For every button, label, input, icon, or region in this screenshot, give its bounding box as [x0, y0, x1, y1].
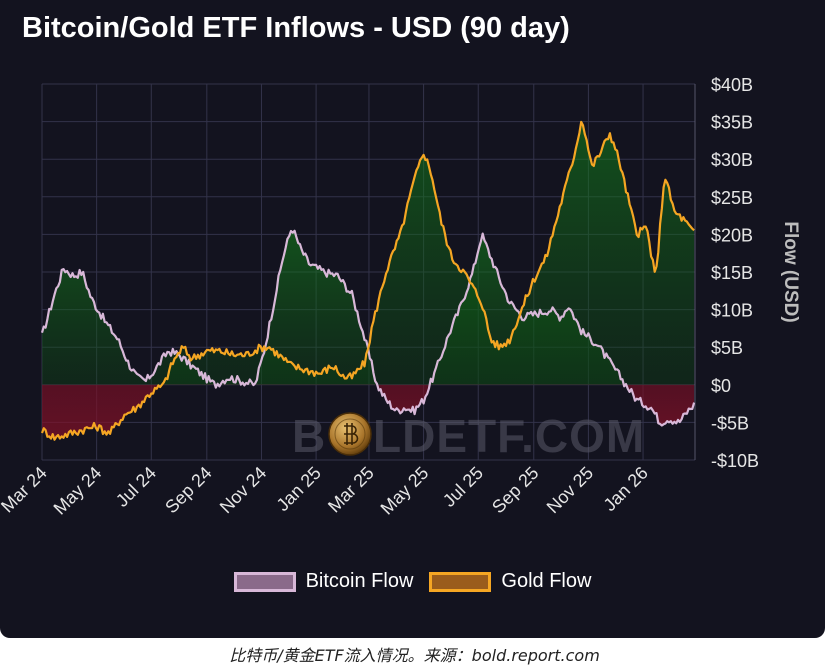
x-tick-label: May 25 — [377, 463, 433, 519]
y-tick-label: $30B — [711, 150, 753, 170]
chart-card: Bitcoin/Gold ETF Inflows - USD (90 day) … — [0, 0, 825, 638]
legend-swatch-bitcoin — [233, 571, 296, 592]
legend-label-bitcoin: Bitcoin Flow — [305, 570, 414, 592]
gold-flow-line — [40, 120, 695, 441]
y-tick-label: $10B — [711, 301, 753, 321]
x-tick-label: May 24 — [50, 463, 106, 519]
x-tick-label: Jan 26 — [600, 463, 652, 515]
y-tick-label: $35B — [711, 113, 753, 133]
series-lines — [40, 120, 696, 441]
x-tick-label: Nov 25 — [543, 463, 597, 517]
y-tick-label: -$10B — [711, 451, 759, 471]
negative-area-fill — [42, 384, 695, 440]
y-tick-label: $0 — [711, 376, 731, 396]
chart-canvas: B LDETF.COM $40B $35B $30B $25B $20B $15B $10B… — [0, 75, 801, 519]
x-tick-label: Sep 24 — [161, 463, 215, 517]
x-tick-label: Sep 25 — [488, 463, 542, 517]
legend-item-gold[interactable]: Gold Flow — [429, 570, 591, 593]
x-tick-label: Jan 25 — [273, 463, 325, 515]
area-fills — [42, 121, 695, 440]
watermark: B LDETF.COM — [292, 410, 645, 462]
watermark-text-right: LDETF.COM — [373, 410, 645, 462]
y-tick-label: $25B — [711, 188, 753, 208]
x-tick-label: Jul 25 — [439, 463, 487, 511]
y-tick-label: $5B — [711, 338, 743, 358]
x-tick-label: Mar 24 — [0, 463, 51, 517]
y-axis-label: Flow (USD) — [780, 221, 801, 322]
chart-title: Bitcoin/Gold ETF Inflows - USD (90 day) — [22, 12, 570, 44]
legend: Bitcoin Flow Gold Flow — [0, 570, 825, 593]
y-axis-ticks: $40B $35B $30B $25B $20B $15B $10B $5B $0 -$5B -$1… — [711, 75, 759, 471]
watermark-text-left: B — [292, 410, 326, 462]
x-tick-label: Mar 25 — [324, 463, 378, 517]
legend-label-gold: Gold Flow — [501, 570, 592, 592]
legend-item-bitcoin[interactable]: Bitcoin Flow — [233, 570, 414, 593]
figure-caption: 比特币/黄金ETF流入情况。来源：bold.report.com — [229, 646, 600, 665]
y-tick-label: $20B — [711, 225, 753, 245]
y-tick-label: $40B — [711, 75, 753, 95]
y-tick-label: $15B — [711, 263, 753, 283]
x-tick-label: Nov 24 — [216, 463, 270, 517]
legend-swatch-gold — [429, 571, 492, 592]
y-tick-label: -$5B — [711, 413, 749, 433]
x-tick-label: Jul 24 — [112, 463, 160, 511]
bitcoin-coin-icon — [328, 412, 372, 456]
positive-area-fill — [42, 121, 695, 385]
